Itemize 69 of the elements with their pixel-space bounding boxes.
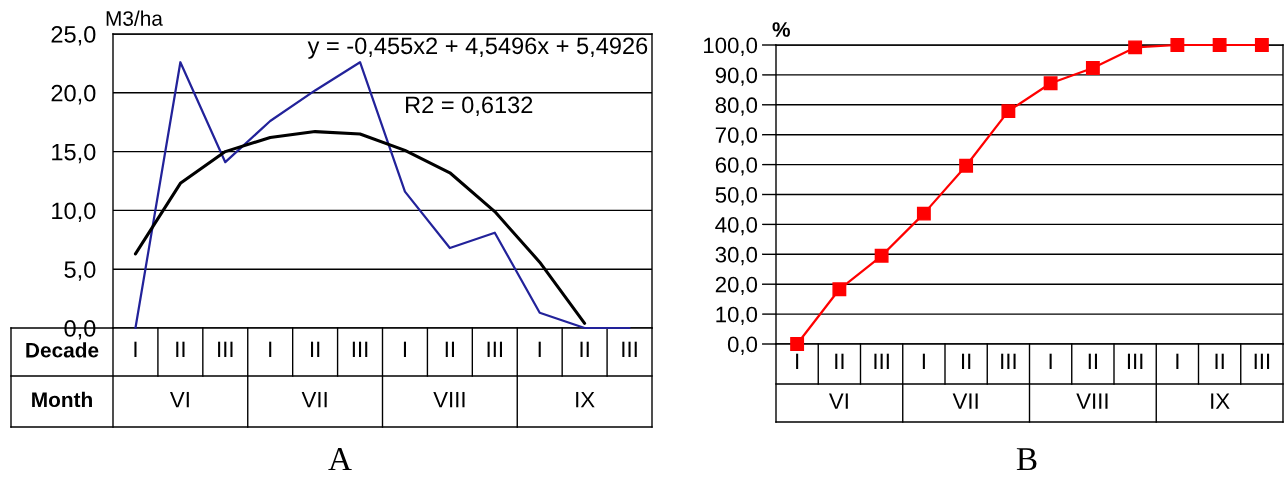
point — [790, 337, 805, 351]
y-tick-label: 0,0 — [727, 336, 758, 355]
x-tick-label: I — [134, 341, 137, 357]
y-tick-label: 15,0 — [52, 143, 96, 164]
x-tick-label: III — [218, 341, 233, 357]
text: IX — [1211, 393, 1230, 409]
x-tick-label: II — [1088, 353, 1097, 369]
y-tick-label: 70,0 — [715, 127, 758, 146]
text: VII — [301, 391, 327, 408]
x-tick-label: III — [874, 353, 889, 369]
x-tick-label: I — [538, 341, 541, 357]
y-tick-label: 10,0 — [716, 306, 758, 325]
text: VI — [169, 391, 189, 408]
x-tick-label: III — [1127, 353, 1143, 369]
x-tick-label: III — [1001, 353, 1016, 369]
y-axis-title: % — [772, 22, 790, 37]
point — [1043, 76, 1058, 91]
y-tick-label: 30,0 — [715, 246, 758, 266]
text: IX — [576, 391, 595, 408]
y-tick-label: 40,0 — [715, 216, 758, 236]
x-tick-label: III — [1254, 353, 1270, 369]
y-tick-label: 5,0 — [64, 261, 96, 281]
text: VIII — [433, 391, 465, 408]
point — [916, 206, 931, 221]
y-tick-label: 100,0 — [704, 37, 758, 56]
text: Month — [32, 391, 92, 408]
x-tick-label: II — [445, 341, 454, 357]
y-tick-label: 25,0 — [51, 26, 96, 46]
y-tick-label: 50,0 — [715, 187, 758, 206]
x-tick-label: II — [835, 353, 844, 369]
x-tick-label: II — [962, 353, 971, 369]
annotation: y = -0,455x2 + 4,5496x + 5,4926 — [307, 37, 648, 59]
annotation: R2 = 0,6132 — [406, 96, 533, 117]
point — [1085, 61, 1100, 75]
x-tick-label: II — [1215, 353, 1224, 369]
point — [832, 282, 847, 297]
x-tick-label: II — [176, 341, 185, 357]
point — [1212, 38, 1227, 52]
point — [874, 248, 889, 263]
x-tick-label: III — [352, 341, 368, 357]
y-axis-title: M3/ha — [106, 10, 163, 26]
point — [1001, 104, 1016, 119]
y-tick-label: 90,0 — [715, 67, 758, 86]
y-tick-label: 80,0 — [715, 97, 758, 116]
x-tick-label: I — [269, 341, 272, 357]
x-tick-label: I — [796, 353, 799, 369]
x-tick-label: II — [311, 341, 320, 357]
x-tick-label: I — [922, 353, 925, 369]
line-series — [134, 61, 631, 330]
point — [959, 158, 974, 173]
x-axis-title: Decade — [26, 342, 99, 358]
text: VII — [952, 393, 978, 409]
x-tick-label: II — [580, 341, 589, 357]
text: B — [1016, 448, 1037, 471]
x-tick-label: I — [1176, 353, 1179, 369]
point — [1254, 38, 1269, 52]
text: VIII — [1076, 393, 1108, 409]
text: VI — [828, 393, 848, 409]
text: A — [328, 448, 352, 471]
x-tick-label: III — [487, 341, 502, 357]
y-tick-label: 10,0 — [52, 202, 96, 222]
x-tick-label: I — [403, 341, 406, 357]
x-tick-label: I — [1049, 353, 1052, 369]
y-tick-label: 60,0 — [715, 157, 758, 176]
x-tick-label: III — [622, 341, 637, 357]
y-tick-label: 20,0 — [51, 84, 96, 105]
point — [1170, 38, 1185, 52]
y-tick-label: 20,0 — [715, 276, 758, 296]
point — [1128, 40, 1143, 55]
